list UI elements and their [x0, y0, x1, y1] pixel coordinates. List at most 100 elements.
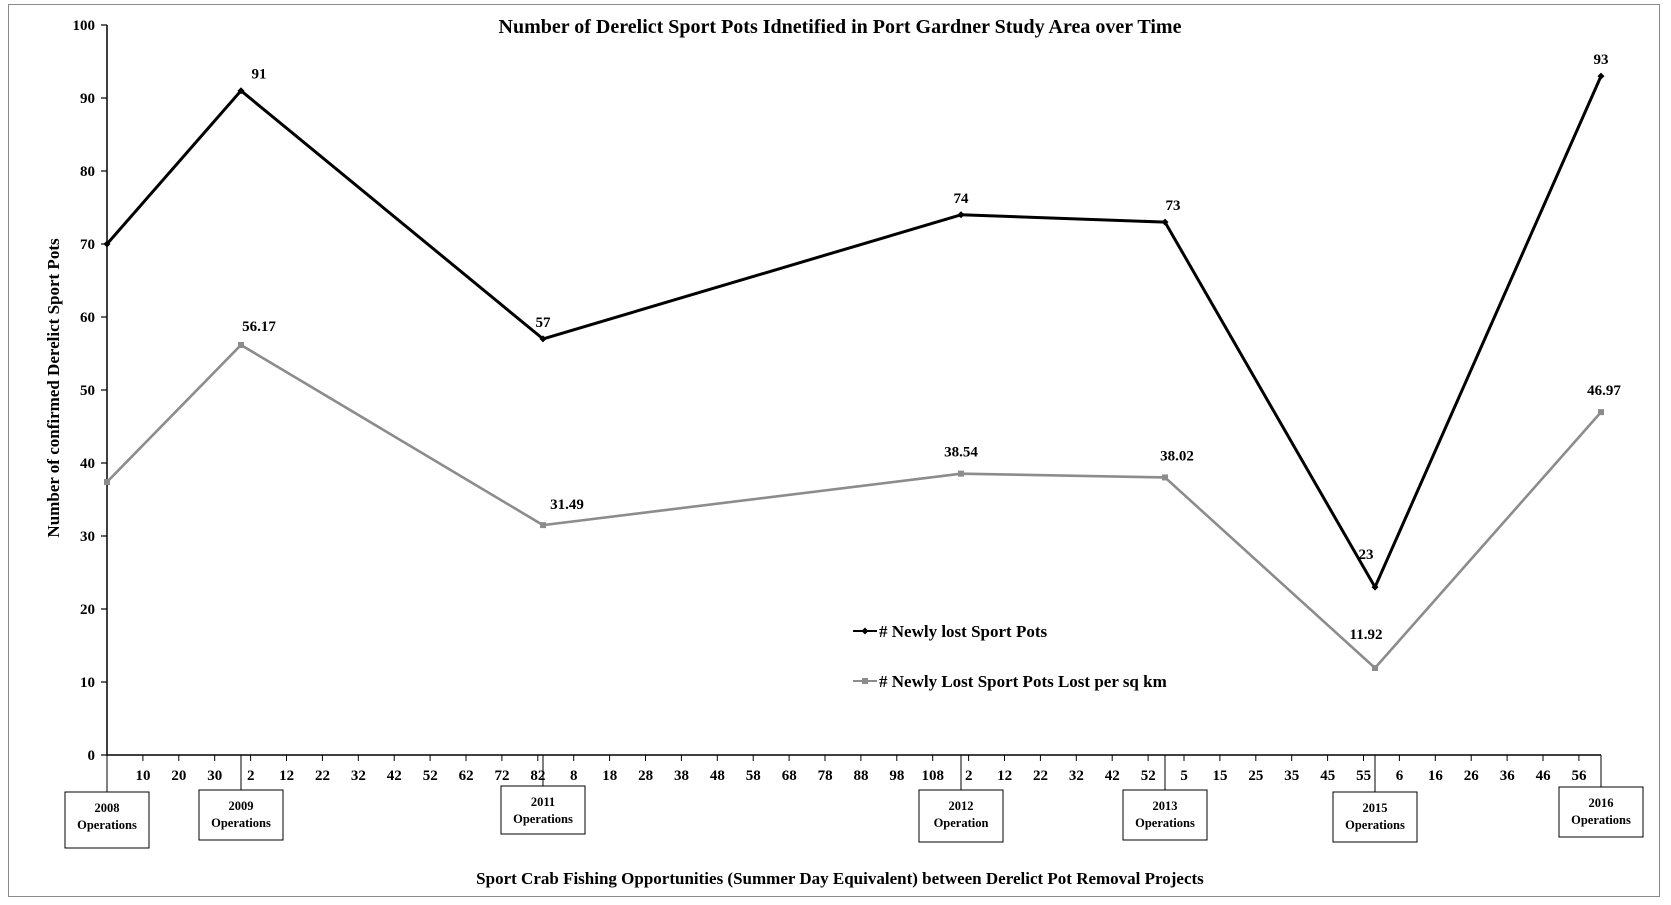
x-tick-label: 10	[136, 768, 151, 784]
series-line-1	[105, 75, 1603, 589]
operation-box-border	[500, 785, 586, 835]
operation-box: 2016 Operations	[1558, 786, 1644, 838]
operations-markers: 2008 Operations 2009 Operations 2011 Operatio…	[64, 755, 1644, 849]
operation-box-border	[64, 791, 150, 849]
operation-label: Operations	[211, 816, 271, 830]
x-tick-label: 35	[1284, 768, 1299, 784]
operation-box-border	[1332, 791, 1418, 843]
series-1-point	[237, 87, 245, 95]
x-tick-label: 36	[1500, 768, 1516, 784]
operation-label: Operations	[77, 818, 137, 832]
x-tick-label: 42	[387, 768, 402, 784]
operation-label: Operation	[934, 816, 989, 830]
y-tick-label: 60	[80, 310, 95, 326]
data-label: 57	[536, 315, 552, 331]
x-tick-label: 46	[1536, 768, 1552, 784]
x-tick-label: 56	[1572, 768, 1588, 784]
x-tick-label: 68	[782, 768, 797, 784]
operation-label: Operations	[1571, 813, 1631, 827]
x-tick-label: 2	[965, 768, 973, 784]
x-tick-label: 52	[423, 768, 438, 784]
x-tick-label: 22	[315, 768, 330, 784]
x-tick-label: 98	[889, 768, 904, 784]
x-tick-label: 78	[818, 768, 833, 784]
data-label: 56.17	[242, 319, 276, 335]
x-tick-label: 22	[1033, 768, 1048, 784]
x-tick-label: 58	[746, 768, 761, 784]
chart-frame	[8, 4, 1660, 897]
x-tick-label: 2	[247, 768, 255, 784]
y-tick-label: 20	[80, 602, 95, 618]
operation-box: 2013 Operations	[1122, 789, 1208, 841]
series-2-point	[104, 478, 110, 485]
y-tick-label: 100	[73, 18, 96, 34]
data-label: 38.02	[1160, 448, 1194, 464]
x-tick-label: 6	[1396, 768, 1404, 784]
legend-label: # Newly Lost Sport Pots Lost per sq km	[879, 672, 1167, 691]
series-layer	[103, 72, 1605, 671]
data-label: 46.97	[1587, 383, 1621, 399]
legend-marker	[862, 678, 868, 684]
y-tick-label: 50	[80, 383, 95, 399]
x-tick-label: 15	[1213, 768, 1228, 784]
data-label: 31.49	[550, 497, 584, 513]
x-tick-label: 38	[674, 768, 689, 784]
x-tick-label: 20	[171, 768, 186, 784]
y-tick-label: 0	[88, 748, 96, 764]
x-tick-label: 108	[922, 768, 945, 784]
x-tick-label: 12	[279, 768, 294, 784]
series-1-point	[957, 211, 965, 219]
operation-year: 2015	[1363, 801, 1388, 815]
operation-year: 2008	[95, 801, 120, 815]
series-1-point	[1597, 72, 1605, 80]
operation-label: Operations	[1345, 818, 1405, 832]
data-labels: 91 57 74 73 23 93 56.17 31.49 38.54 38.02 11.92 46.…	[242, 52, 1621, 643]
y-tick-label: 40	[80, 456, 95, 472]
series-1-point	[103, 240, 111, 248]
series-2-point	[1598, 409, 1604, 416]
x-tick-label: 62	[459, 768, 474, 784]
x-tick-label: 32	[1069, 768, 1084, 784]
operation-box: 2012 Operation	[918, 789, 1004, 843]
operation-box: 2011 Operations	[500, 785, 586, 835]
x-tick-label: 8	[570, 768, 578, 784]
x-tick-label: 32	[351, 768, 366, 784]
x-tick-label: 26	[1464, 768, 1480, 784]
series-2-point	[540, 522, 546, 529]
series-2-point	[1372, 664, 1378, 671]
operation-year: 2011	[531, 795, 555, 809]
operation-label: Operations	[513, 812, 573, 826]
x-tick-label: 28	[638, 768, 653, 784]
series-2-point	[238, 341, 244, 348]
series-1-point	[539, 335, 547, 343]
series-2-point	[1162, 474, 1168, 481]
data-label: 91	[252, 67, 267, 83]
operation-box-border	[1122, 789, 1208, 841]
x-tick-label: 42	[1105, 768, 1120, 784]
operation-year: 2012	[949, 799, 974, 813]
series-1-point	[1161, 218, 1169, 226]
x-tick-label: 82	[530, 768, 545, 784]
data-label: 11.92	[1350, 627, 1383, 643]
operation-year: 2009	[229, 799, 254, 813]
series-2-point	[958, 470, 964, 477]
operation-box: 2015 Operations	[1332, 791, 1418, 843]
x-tick-label: 30	[207, 768, 222, 784]
x-tick-label: 45	[1320, 768, 1335, 784]
operation-label: Operations	[1135, 816, 1195, 830]
data-label: 38.54	[944, 445, 978, 461]
y-tick-label: 90	[80, 91, 95, 107]
data-label: 93	[1594, 52, 1609, 68]
y-axis-title: Number of confirmed Derelict Sport Pots	[44, 238, 63, 538]
data-label: 23	[1359, 547, 1374, 563]
operation-box: 2009 Operations	[198, 789, 284, 841]
x-tick-label: 25	[1248, 768, 1263, 784]
x-tick-label: 48	[710, 768, 725, 784]
x-tick-label: 72	[495, 768, 510, 784]
x-tick-label: 55	[1356, 768, 1371, 784]
legend-marker	[861, 627, 869, 635]
operation-year: 2013	[1153, 799, 1178, 813]
operation-box-border	[198, 789, 284, 841]
